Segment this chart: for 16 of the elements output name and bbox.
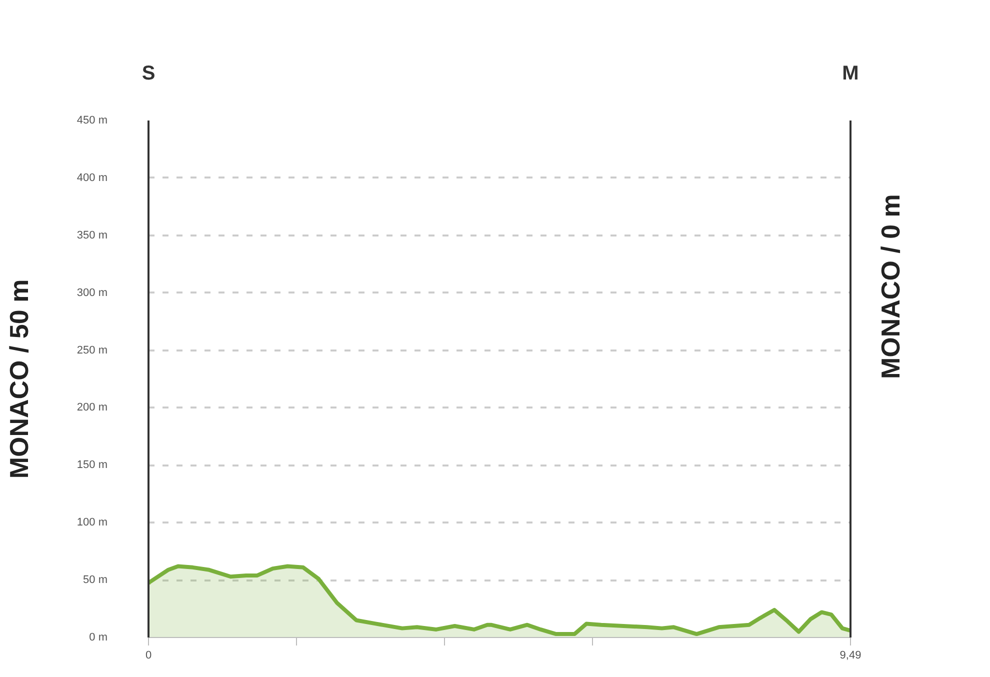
y-tick-label: 100 m (76, 516, 108, 529)
text: S (142, 62, 156, 84)
y-axis-title: MONACO / 50 m (4, 279, 34, 479)
x-tick-label: 9,49 (840, 650, 862, 662)
y-tick-label: 250 m (76, 344, 108, 356)
text: M (842, 62, 859, 84)
y-tick-label: 350 m (76, 229, 108, 242)
y-tick-label: 150 m (76, 459, 108, 472)
y-tick-label: 300 m (76, 286, 108, 299)
text: MONACO / 0 m (876, 194, 906, 379)
y-tick-label: 0 m (89, 632, 108, 644)
y-tick-label: 400 m (76, 172, 108, 184)
y-tick-label: 450 m (76, 114, 108, 126)
x-tick-label: 0 (145, 650, 152, 662)
y-tick-label: 50 m (83, 574, 108, 586)
y-tick-label: 200 m (76, 402, 108, 414)
